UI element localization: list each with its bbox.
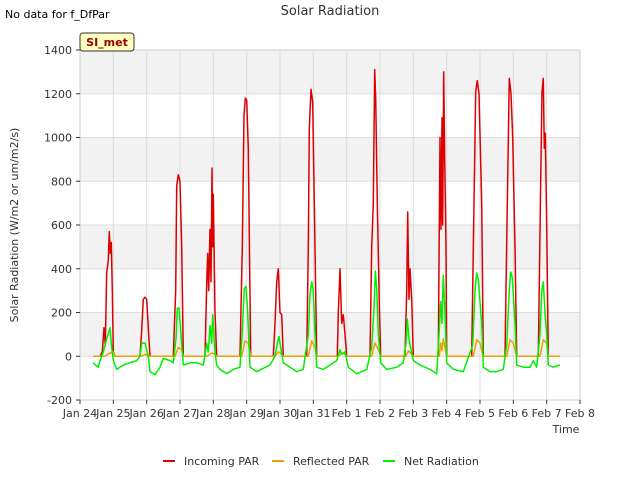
y-axis-label: Solar Radiation (W/m2 or um/m2/s) bbox=[8, 128, 21, 323]
x-tick-label: Jan 28 bbox=[195, 407, 230, 420]
legend-label: Reflected PAR bbox=[293, 455, 370, 468]
y-tick-label: 600 bbox=[51, 219, 72, 232]
y-tick-label: 1400 bbox=[44, 44, 72, 57]
x-tick-label: Jan 30 bbox=[262, 407, 297, 420]
x-tick-label: Jan 29 bbox=[228, 407, 263, 420]
y-tick-label: 1000 bbox=[44, 132, 72, 145]
x-tick-label: Feb 3 bbox=[398, 407, 428, 420]
y-tick-label: -200 bbox=[47, 394, 72, 407]
x-tick-label: Feb 5 bbox=[465, 407, 495, 420]
series-line-incoming-par bbox=[93, 68, 560, 358]
grid-band bbox=[80, 50, 580, 94]
x-tick-label: Jan 31 bbox=[295, 407, 330, 420]
x-tick-label: Feb 1 bbox=[332, 407, 362, 420]
x-tick-label: Jan 25 bbox=[95, 407, 130, 420]
x-tick-label: Feb 4 bbox=[432, 407, 462, 420]
y-tick-label: 0 bbox=[65, 350, 72, 363]
series-line-net-radiation bbox=[92, 270, 561, 376]
x-axis-label: Time bbox=[552, 423, 580, 436]
x-tick-label: Jan 24 bbox=[62, 407, 97, 420]
x-tick-label: Feb 7 bbox=[532, 407, 562, 420]
y-tick-label: 1200 bbox=[44, 88, 72, 101]
y-tick-label: 200 bbox=[51, 307, 72, 320]
grid-band bbox=[80, 137, 580, 182]
x-tick-label: Feb 2 bbox=[365, 407, 395, 420]
y-tick-label: 800 bbox=[51, 175, 72, 188]
x-tick-label: Feb 8 bbox=[565, 407, 595, 420]
x-tick-label: Feb 6 bbox=[498, 407, 528, 420]
x-tick-label: Jan 26 bbox=[128, 407, 163, 420]
station-badge-box bbox=[79, 32, 135, 52]
grid-band bbox=[80, 312, 580, 357]
station-badge: SI_met bbox=[86, 36, 128, 49]
legend-label: Incoming PAR bbox=[184, 455, 260, 468]
x-tick-label: Jan 27 bbox=[162, 407, 197, 420]
chart-title: Solar Radiation bbox=[281, 4, 380, 19]
grid-band bbox=[80, 225, 580, 269]
legend-label: Net Radiation bbox=[404, 455, 479, 468]
no-data-message: No data for f_DfPar bbox=[5, 8, 110, 21]
y-tick-label: 400 bbox=[51, 263, 72, 276]
